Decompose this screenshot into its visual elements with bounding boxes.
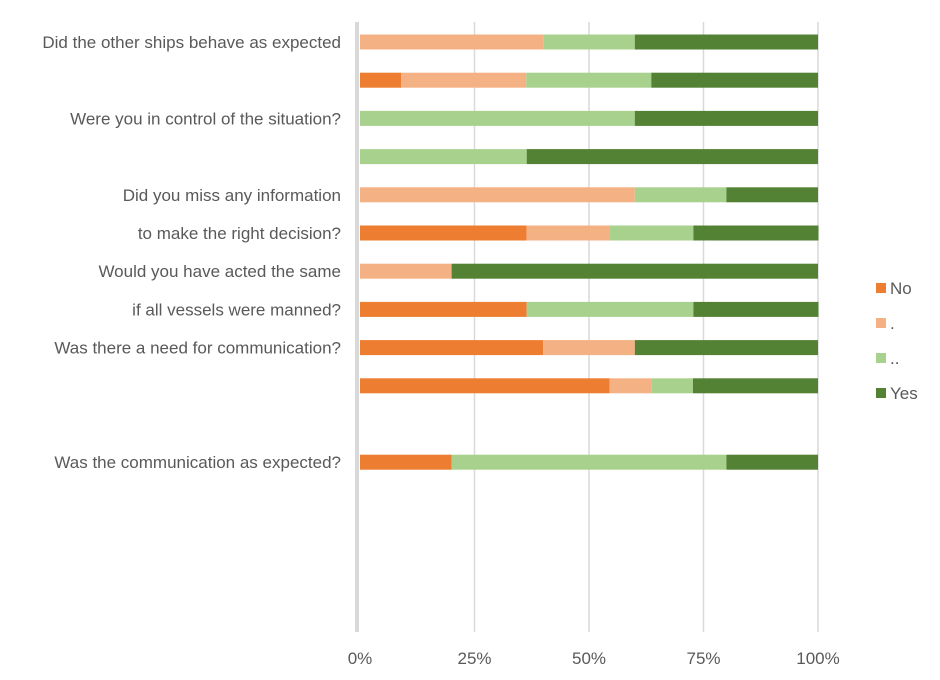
bar-segment-1 bbox=[360, 378, 610, 394]
x-tick-label: 75% bbox=[686, 649, 720, 668]
x-tick-label: 100% bbox=[796, 649, 839, 668]
row-label: to make the right decision? bbox=[138, 224, 341, 243]
bar-segment-4 bbox=[526, 149, 818, 165]
bar-segment-4 bbox=[451, 263, 818, 279]
bar-segment-2 bbox=[401, 72, 527, 88]
bar-segment-2 bbox=[543, 340, 635, 356]
bar-segment-3 bbox=[526, 72, 652, 88]
row-label: Would you have acted the same bbox=[98, 262, 341, 281]
bar-segment-4 bbox=[726, 187, 818, 203]
row-label: Was the communication as expected? bbox=[54, 453, 341, 472]
bar-segment-1 bbox=[360, 340, 544, 356]
bar-segment-4 bbox=[634, 34, 818, 50]
legend-swatch bbox=[876, 353, 886, 363]
bar-segment-4 bbox=[693, 301, 819, 317]
bar-segment-4 bbox=[693, 225, 819, 241]
bar-segment-4 bbox=[634, 340, 818, 356]
row-label: if all vessels were manned? bbox=[132, 300, 341, 319]
bar-segment-1 bbox=[360, 301, 527, 317]
bar-segment-3 bbox=[543, 34, 635, 50]
bar-segment-4 bbox=[634, 110, 818, 126]
bar-segment-2 bbox=[360, 34, 544, 50]
legend-label: .. bbox=[890, 349, 899, 368]
bar-segment-3 bbox=[634, 187, 727, 203]
x-tick-label: 25% bbox=[457, 649, 491, 668]
row-label: Did you miss any information bbox=[123, 186, 341, 205]
bar-segment-1 bbox=[360, 72, 402, 88]
legend-label: Yes bbox=[890, 384, 918, 403]
bar-segment-1 bbox=[360, 225, 527, 241]
bar-segment-2 bbox=[609, 378, 652, 394]
legend-label: . bbox=[890, 314, 895, 333]
legend-swatch bbox=[876, 318, 886, 328]
x-tick-label: 50% bbox=[572, 649, 606, 668]
bar-segment-2 bbox=[526, 225, 611, 241]
bar-segment-3 bbox=[451, 454, 727, 470]
bar-segment-4 bbox=[692, 378, 818, 394]
bar-segment-3 bbox=[610, 225, 694, 241]
legend-swatch bbox=[876, 388, 886, 398]
bar-segment-3 bbox=[526, 301, 694, 317]
legend-label: No bbox=[890, 279, 912, 298]
x-tick-labels: 0% 25% 50% 75% 100% bbox=[348, 649, 840, 668]
bar-segment-4 bbox=[726, 454, 818, 470]
bar-segment-4 bbox=[651, 72, 818, 88]
bars bbox=[360, 34, 819, 470]
bar-segment-1 bbox=[360, 454, 452, 470]
row-label: Was there a need for communication? bbox=[54, 339, 341, 358]
row-label: Were you in control of the situation? bbox=[70, 109, 341, 128]
row-labels: Did the other ships behave as expected We… bbox=[42, 33, 341, 472]
bar-segment-3 bbox=[360, 110, 635, 126]
bar-segment-3 bbox=[651, 378, 693, 394]
legend-swatch bbox=[876, 283, 886, 293]
bar-segment-3 bbox=[360, 149, 527, 165]
row-label: Did the other ships behave as expected bbox=[42, 33, 341, 52]
legend: No... Yes bbox=[876, 279, 918, 403]
bar-segment-2 bbox=[360, 263, 452, 279]
bar-segment-2 bbox=[360, 187, 635, 203]
x-tick-label: 0% bbox=[348, 649, 373, 668]
